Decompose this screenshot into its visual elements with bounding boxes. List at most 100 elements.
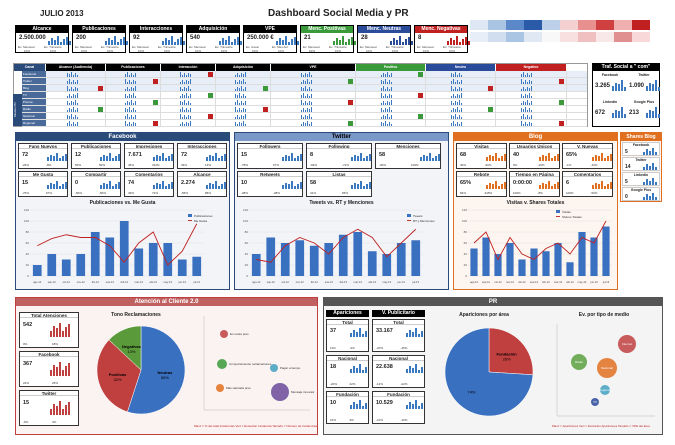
x-tick-label: mar-13	[354, 280, 363, 284]
x-tick-label: ago-12	[252, 280, 261, 284]
x-tick-label: sep-12	[48, 280, 56, 284]
kpi-sub2: Ex. Trimestre	[386, 45, 404, 49]
x-tick-label: ene-13	[530, 280, 539, 284]
traffic-card: Twitter 1.090	[628, 73, 660, 98]
metric-label: Fans Nuevos	[19, 144, 67, 149]
table-row: Prensa	[22, 99, 587, 106]
metric-card: Fans Nuevos 72 -26% -8%	[18, 143, 68, 169]
kpi-sub1: Ex. Mensual	[417, 45, 434, 49]
pr-bubble-chart: Internet Radio Nacional Regional TV	[556, 324, 655, 417]
pie-pct: 32%	[114, 377, 122, 382]
legend-label: Me Gusta	[194, 219, 207, 223]
table-cell	[46, 120, 106, 126]
y-tick-label: 100	[462, 219, 467, 223]
sparkline	[406, 399, 423, 409]
x-tick-label: jul-13	[193, 280, 201, 284]
bubble-label: Pagar a tiempo	[280, 366, 301, 370]
bubble	[220, 330, 228, 338]
y-tick-label: 120	[24, 208, 29, 212]
metric-delta-quarter: -72%	[342, 163, 350, 167]
kpi-p1: 10%	[24, 49, 31, 53]
bar	[105, 237, 115, 276]
x-tick-label: oct-12	[282, 280, 290, 284]
bubble-label: Nacional	[601, 366, 613, 370]
shares-card: Linkedin 5	[622, 172, 660, 186]
bar	[602, 226, 610, 276]
bar	[338, 234, 348, 276]
sparkline	[390, 35, 413, 45]
atencion-title: Atención al Cliente 2.0	[16, 298, 317, 306]
pr-panel: PR Apariciones V. Publicitario Total 37 11…	[323, 297, 663, 435]
x-tick-label: feb-13	[121, 280, 129, 284]
bubble-label: Más valorada pres	[226, 386, 251, 390]
kpi-card: Publicaciones 200 Ex. Mensual Ex. Trimestre…	[72, 25, 128, 53]
atencion-note: Manz = % del total Incidencias Vert = Ev…	[194, 424, 318, 428]
bar	[251, 254, 261, 276]
legend-swatch	[407, 214, 411, 217]
pr-col1-header: Apariciones	[326, 310, 369, 317]
traffic-card: Google Plus 213	[628, 100, 660, 125]
pie-label: Positivas	[109, 372, 127, 377]
sparkline	[206, 180, 226, 189]
pr-card-label: Fundación	[327, 392, 368, 397]
sparkline	[206, 152, 226, 161]
sparkline	[276, 35, 299, 45]
metric-label: Listas	[307, 172, 371, 177]
table-cell	[216, 120, 271, 126]
sparkline	[643, 177, 657, 185]
metric-delta-month: 45%	[128, 163, 135, 167]
metric-value: 72	[22, 152, 29, 158]
metric-value: 58	[310, 180, 317, 186]
metric-delta-month: 50%	[75, 163, 82, 167]
kpi-label: Interacciones	[130, 26, 182, 33]
bar	[566, 262, 574, 276]
metric-value: 58	[379, 152, 386, 158]
pie-slice	[444, 327, 534, 417]
pr-delta-a: -20%	[330, 382, 338, 386]
sparkline	[612, 106, 626, 118]
metric-label: Following	[307, 144, 371, 149]
metric-card: Impresiones 7.671 45% 312%	[124, 143, 174, 169]
bubble	[216, 384, 224, 392]
table-cell	[161, 71, 216, 77]
metric-card: Comentarios 6 100% -50%	[562, 171, 613, 197]
metric-label: Me Gusta	[19, 172, 67, 177]
report-date: JULIO 2013	[40, 9, 84, 18]
table-cell	[161, 78, 216, 84]
metric-card: Visitas 68 40% -60%	[456, 143, 507, 169]
atencion-bubble-chart: En redes pres Comportamiento reclamacione…	[203, 316, 314, 411]
series-line	[256, 228, 417, 263]
table-cell	[46, 92, 106, 98]
table-header: Adquisición	[216, 64, 271, 71]
series-line	[473, 220, 607, 261]
y-tick-label: 0	[27, 274, 29, 278]
atencion-delta-a: 24%	[23, 381, 30, 385]
traffic-label: Google Plus	[633, 100, 655, 104]
pr-delta-a: 16%	[330, 418, 337, 422]
table-cell	[426, 92, 496, 98]
bar	[324, 243, 334, 276]
table-cell	[426, 120, 496, 126]
table-header: VPE	[271, 64, 356, 71]
pr-card-value: 10.529	[376, 400, 393, 406]
bar	[47, 254, 57, 276]
bar	[506, 243, 514, 276]
x-tick-label: abr-13	[566, 280, 574, 284]
y-tick-label: 40	[464, 252, 468, 256]
sparkline	[612, 79, 626, 91]
sparkline	[539, 152, 559, 161]
metric-delta-month: 100%	[566, 191, 574, 195]
table-cell	[496, 106, 567, 112]
channel-table: Medios PR Canal Alcance (Audiencia) Public…	[13, 63, 588, 127]
bubble	[591, 398, 599, 406]
kpi-card: Menc. Neutras 28 Ex. Mensual Ex. Trimestre 1…	[357, 25, 413, 53]
metric-card: Alcance 2.274 -55% 86%	[177, 171, 227, 197]
y-tick-label: 0	[246, 274, 248, 278]
facebook-chart: 0 20 40 60 80 100 120 ago-12 sep-12 oct-12 nov-12 d…	[24, 208, 213, 284]
x-tick-label: dic-12	[518, 280, 526, 284]
table-cell	[426, 71, 496, 77]
pr-col2-header: V. Publicitario	[372, 310, 425, 317]
table-cell	[356, 120, 426, 126]
table-cell	[46, 106, 106, 112]
pr-delta-b: -22%	[400, 382, 408, 386]
